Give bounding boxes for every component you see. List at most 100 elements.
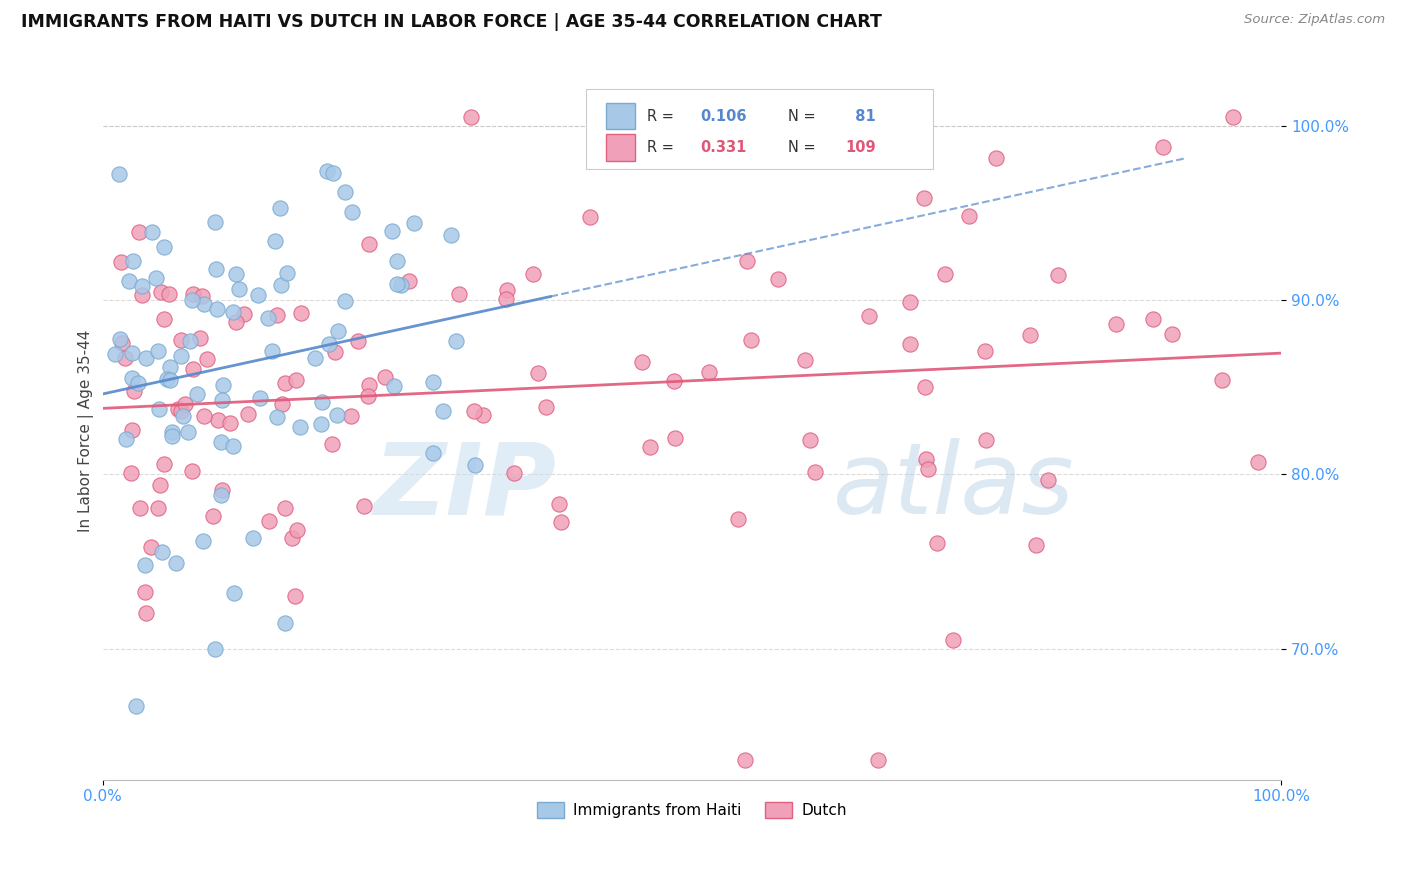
Point <box>290 306 312 320</box>
Point <box>495 283 517 297</box>
Point <box>204 641 226 656</box>
Point <box>398 274 420 288</box>
Point <box>328 324 350 338</box>
Point <box>942 633 965 648</box>
Point <box>180 464 202 478</box>
Point <box>193 409 215 423</box>
Point <box>404 216 426 230</box>
Point <box>202 509 225 524</box>
Point <box>145 271 167 285</box>
Point <box>115 432 138 446</box>
Point <box>323 345 346 359</box>
Point <box>121 253 143 268</box>
Point <box>464 458 486 473</box>
Point <box>212 377 235 392</box>
Point <box>131 278 153 293</box>
Point <box>118 275 141 289</box>
Point <box>1036 473 1059 487</box>
Point <box>222 305 245 319</box>
Point <box>225 315 247 329</box>
Point <box>180 293 202 307</box>
Point <box>1152 140 1174 154</box>
Point <box>266 309 288 323</box>
Point <box>274 376 297 390</box>
Point <box>160 425 183 439</box>
Point <box>898 295 921 310</box>
Point <box>976 433 998 447</box>
Point <box>108 332 131 346</box>
Point <box>204 215 226 229</box>
Point <box>311 417 333 431</box>
Point <box>357 389 380 403</box>
Point <box>912 191 935 205</box>
Point <box>422 446 444 460</box>
Point <box>211 392 233 407</box>
Y-axis label: In Labor Force | Age 35-44: In Labor Force | Age 35-44 <box>79 329 94 532</box>
Point <box>579 210 602 224</box>
Point <box>236 407 259 421</box>
Point <box>585 150 607 164</box>
Point <box>353 500 375 514</box>
Point <box>153 311 176 326</box>
Point <box>127 376 149 390</box>
Point <box>463 404 485 418</box>
Point <box>536 400 558 414</box>
Point <box>257 514 280 528</box>
Point <box>387 277 409 292</box>
Text: R =: R = <box>647 109 679 124</box>
Point <box>914 380 936 394</box>
Point <box>150 285 173 299</box>
Point <box>249 391 271 405</box>
Point <box>266 410 288 425</box>
Point <box>449 287 471 301</box>
Point <box>460 110 482 124</box>
Point <box>347 334 370 349</box>
Point <box>263 234 285 248</box>
Point <box>285 524 308 538</box>
Point <box>359 237 381 252</box>
Point <box>444 334 467 348</box>
Point <box>638 440 661 454</box>
Point <box>114 351 136 366</box>
Point <box>211 483 233 497</box>
Point <box>318 337 340 351</box>
Point <box>242 532 264 546</box>
Point <box>495 293 517 307</box>
Point <box>270 396 292 410</box>
Point <box>207 413 229 427</box>
Point <box>311 395 333 409</box>
Point <box>131 287 153 301</box>
Point <box>232 308 254 322</box>
Point <box>799 434 821 448</box>
Point <box>205 262 228 277</box>
Point <box>256 311 278 326</box>
Point <box>957 209 980 223</box>
Point <box>190 331 212 345</box>
Point <box>340 409 363 423</box>
Point <box>152 457 174 471</box>
Point <box>121 346 143 360</box>
Point <box>422 375 444 389</box>
Point <box>170 404 193 418</box>
Point <box>181 286 204 301</box>
Point <box>1211 373 1233 387</box>
Point <box>148 401 170 416</box>
Point <box>170 333 193 347</box>
Text: N =: N = <box>789 109 821 124</box>
Point <box>219 416 242 430</box>
Point <box>179 334 201 349</box>
Point <box>273 501 295 516</box>
Point <box>186 387 208 401</box>
Point <box>934 267 956 281</box>
Point <box>342 205 364 219</box>
Point <box>209 488 232 502</box>
Point <box>917 462 939 476</box>
Point <box>973 343 995 358</box>
Point <box>1247 455 1270 469</box>
Point <box>177 425 200 440</box>
Point <box>1222 110 1244 124</box>
Point <box>160 428 183 442</box>
Point <box>170 349 193 363</box>
Point <box>335 294 357 309</box>
Point <box>527 366 550 380</box>
